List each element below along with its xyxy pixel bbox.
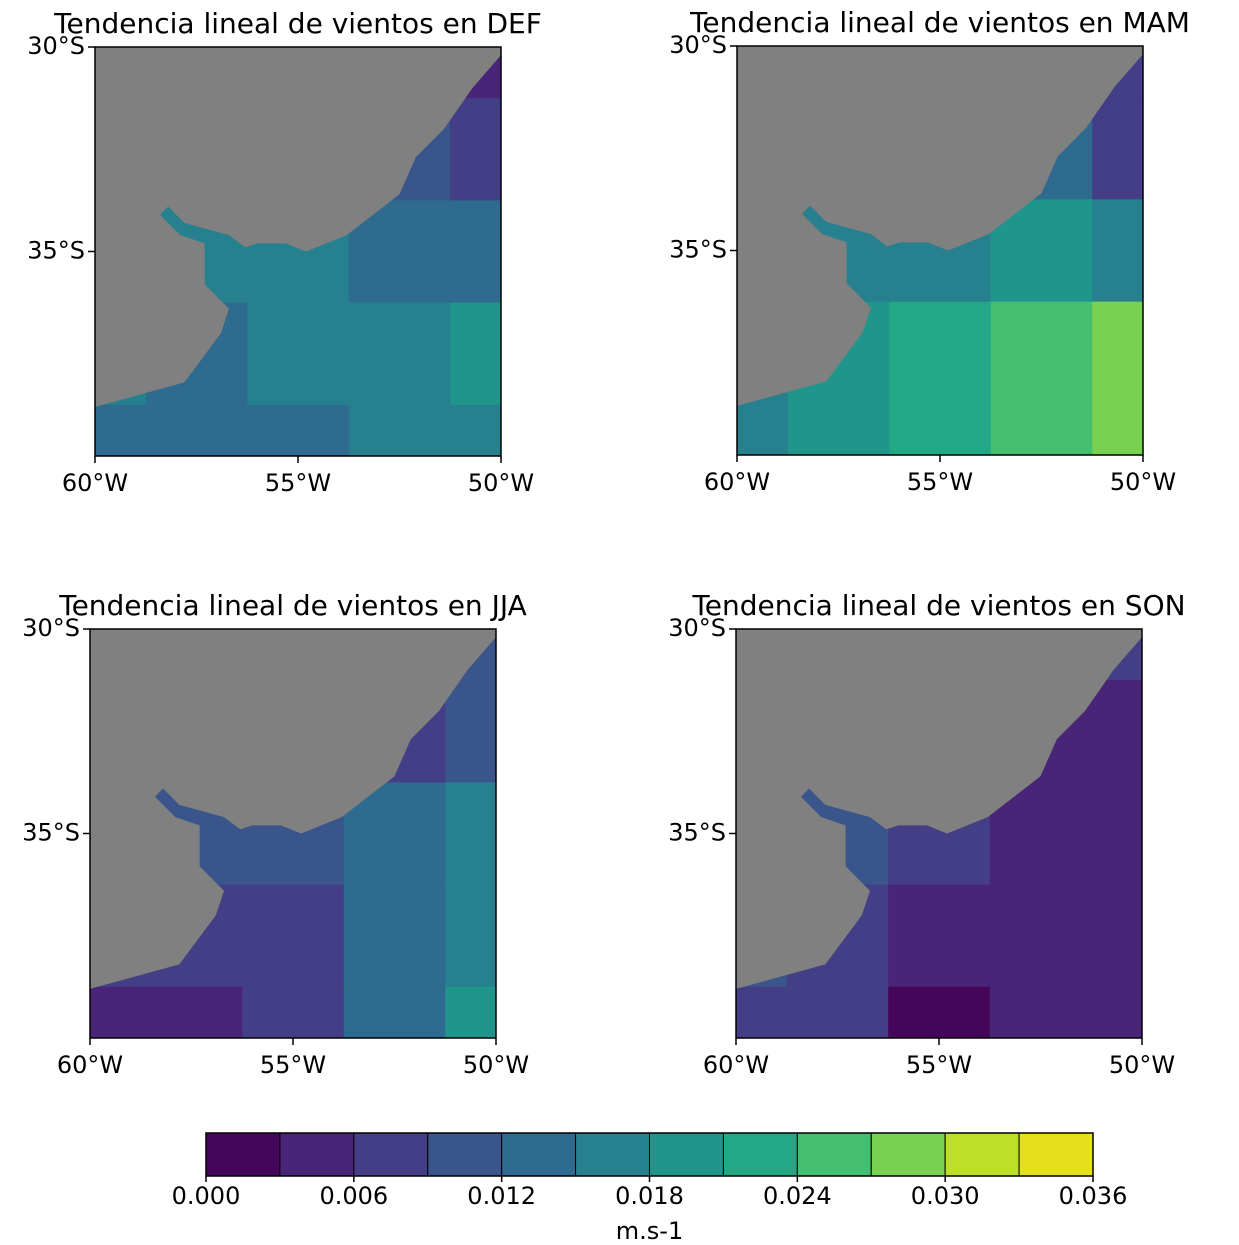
land <box>737 46 1143 406</box>
y-tick-label: 30°S <box>668 614 726 642</box>
contour-cell <box>348 302 451 406</box>
x-tick-label: 60°W <box>704 468 770 496</box>
map-panel: Tendencia lineal de vientos en MAM 60°W 55… <box>669 6 1190 496</box>
contour-cell <box>343 884 446 988</box>
x-tick-label: 50°W <box>468 469 534 497</box>
contour-cell <box>242 986 345 1038</box>
colorbar-swatch <box>649 1132 724 1177</box>
x-tick-label: 60°W <box>62 469 128 497</box>
land <box>90 629 496 989</box>
y-tick-label: 30°S <box>22 614 80 642</box>
panel-title: Tendencia lineal de vientos en SON <box>691 589 1185 622</box>
contour-cell <box>450 98 501 201</box>
map-panel: Tendencia lineal de vientos en DEF 60°W 55… <box>27 7 542 497</box>
contour-cell <box>1091 782 1142 886</box>
x-tick-label: 50°W <box>463 1051 529 1079</box>
colorbar-swatch <box>870 1132 946 1177</box>
y-tick-label: 35°S <box>668 819 726 847</box>
y-tick-label: 30°S <box>27 32 85 60</box>
colorbar-swatch <box>279 1132 355 1177</box>
contour-cell <box>343 986 446 1038</box>
colorbar: 0.000 0.006 0.012 0.018 0.024 0.030 0.036 m.s-1 <box>172 1132 1128 1245</box>
contour-cell <box>990 301 1093 405</box>
colorbar-tick-label: 0.036 <box>1059 1182 1128 1210</box>
contour-cell <box>787 403 890 455</box>
contour-cell <box>1091 986 1142 1038</box>
contour-cell <box>348 404 451 456</box>
contour-cell <box>247 302 350 406</box>
panel-title: Tendencia lineal de vientos en MAM <box>689 6 1190 39</box>
colorbar-label: m.s-1 <box>616 1217 683 1245</box>
y-tick-label: 30°S <box>669 31 727 59</box>
contour-cell <box>1092 199 1143 303</box>
contour-cell <box>247 404 350 456</box>
contour-field <box>736 629 1142 1038</box>
contour-cell <box>786 986 889 1038</box>
colorbar-tick-label: 0.030 <box>911 1182 980 1210</box>
x-tick-label: 55°W <box>906 1051 972 1079</box>
map-panel: Tendencia lineal de vientos en JJA 60°W 55… <box>22 589 529 1079</box>
contour-cell <box>445 986 496 1038</box>
colorbar-swatch <box>944 1132 1020 1177</box>
contour-field <box>95 47 501 456</box>
colorbar-swatch <box>796 1132 872 1177</box>
y-tick-label: 35°S <box>27 237 85 265</box>
colorbar-tick-label: 0.024 <box>763 1182 832 1210</box>
colorbar-swatch <box>353 1132 429 1177</box>
contour-cell <box>1092 403 1143 455</box>
contour-cell <box>737 403 789 455</box>
contour-cell <box>95 404 147 456</box>
panel-title: Tendencia lineal de vientos en JJA <box>58 589 527 622</box>
x-tick-label: 55°W <box>265 469 331 497</box>
contour-cell <box>450 200 501 304</box>
x-tick-label: 50°W <box>1110 468 1176 496</box>
contour-cell <box>989 884 1092 988</box>
contour-cell <box>445 680 496 783</box>
colorbar-swatch <box>205 1132 281 1177</box>
colorbar-swatch <box>427 1132 503 1177</box>
colorbar-swatch <box>1018 1132 1094 1177</box>
colorbar-tick-label: 0.000 <box>172 1182 241 1210</box>
contour-cell <box>145 404 248 456</box>
map-panel: Tendencia lineal de vientos en SON 60°W 55… <box>668 589 1185 1079</box>
colorbar-swatch <box>722 1132 798 1177</box>
x-tick-label: 55°W <box>907 468 973 496</box>
contour-cell <box>888 884 991 988</box>
contour-cell <box>1091 884 1142 988</box>
y-tick-label: 35°S <box>669 236 727 264</box>
contour-cell <box>1092 97 1143 200</box>
colorbar-tick-label: 0.006 <box>319 1182 388 1210</box>
contour-cell <box>1092 301 1143 405</box>
land <box>736 629 1142 989</box>
contour-field <box>737 46 1143 455</box>
contour-field <box>90 629 496 1038</box>
contour-cell <box>889 403 992 455</box>
colorbar-tick-label: 0.018 <box>615 1182 684 1210</box>
x-tick-label: 55°W <box>260 1051 326 1079</box>
contour-cell <box>990 403 1093 455</box>
colorbar-swatch <box>575 1132 650 1177</box>
x-tick-label: 50°W <box>1109 1051 1175 1079</box>
contour-cell <box>90 986 142 1038</box>
contour-cell <box>736 986 788 1038</box>
contour-cell <box>889 301 992 405</box>
contour-cell <box>888 986 991 1038</box>
land <box>95 47 501 407</box>
contour-cell <box>450 302 501 406</box>
contour-cell <box>1091 680 1142 783</box>
contour-cell <box>445 782 496 886</box>
colorbar-swatch <box>501 1132 577 1177</box>
contour-cell <box>445 884 496 988</box>
contour-cell <box>242 884 345 988</box>
contour-cell <box>989 986 1092 1038</box>
contour-cell <box>450 404 501 456</box>
x-tick-label: 60°W <box>57 1051 123 1079</box>
y-tick-label: 35°S <box>22 819 80 847</box>
x-tick-label: 60°W <box>703 1051 769 1079</box>
colorbar-tick-label: 0.012 <box>467 1182 536 1210</box>
contour-cell <box>140 986 243 1038</box>
panel-title: Tendencia lineal de vientos en DEF <box>53 7 542 40</box>
